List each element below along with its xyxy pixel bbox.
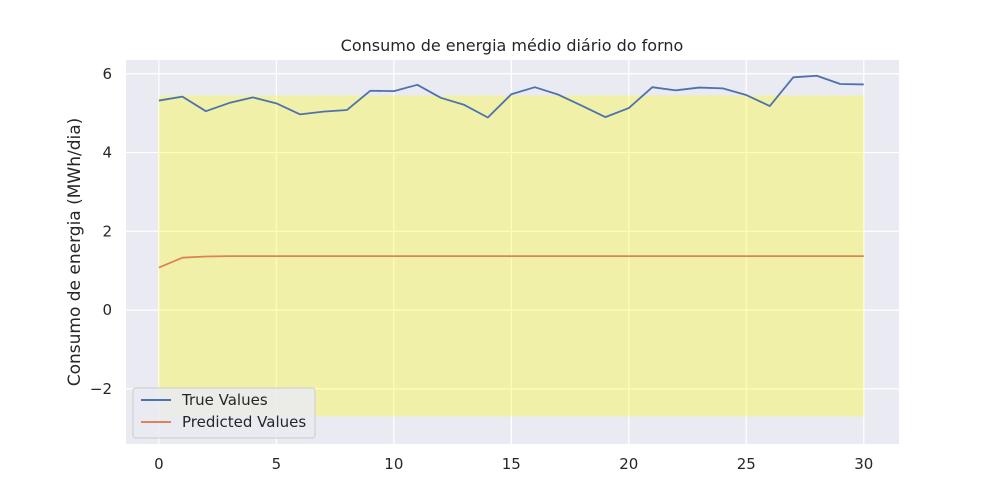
x-tick-label: 10: [384, 455, 403, 473]
y-tick-label: 6: [102, 65, 112, 83]
x-tick-label: 30: [854, 455, 873, 473]
series-line-true-values: [158, 74, 864, 119]
y-axis-label: Consumo de energia (MWh/dia): [65, 118, 85, 387]
plot-area: [126, 60, 899, 444]
legend-label-true-values: True Values: [181, 391, 268, 409]
y-tick-label: −2: [90, 380, 112, 398]
x-tick-label: 15: [502, 455, 521, 473]
x-tick-labels: 0 5 10 15 20 25 30: [154, 455, 873, 473]
chart-title: Consumo de energia médio diário do forno: [341, 36, 684, 55]
legend-box: [132, 387, 316, 439]
x-tick-label: 20: [619, 455, 638, 473]
x-tick-label: 25: [737, 455, 756, 473]
series-line-predicted-values: [158, 255, 864, 269]
x-tick-label: 0: [154, 455, 164, 473]
y-tick-labels: −2 0 2 4 6: [90, 65, 112, 398]
y-tick-label: 4: [102, 144, 112, 162]
legend-label-predicted-values: Predicted Values: [182, 413, 306, 431]
series-lines: [158, 74, 864, 269]
y-tick-label: 2: [102, 222, 112, 240]
y-tick-label: 0: [102, 301, 112, 319]
legend: True Values Predicted Values: [132, 387, 316, 439]
x-tick-label: 5: [272, 455, 282, 473]
